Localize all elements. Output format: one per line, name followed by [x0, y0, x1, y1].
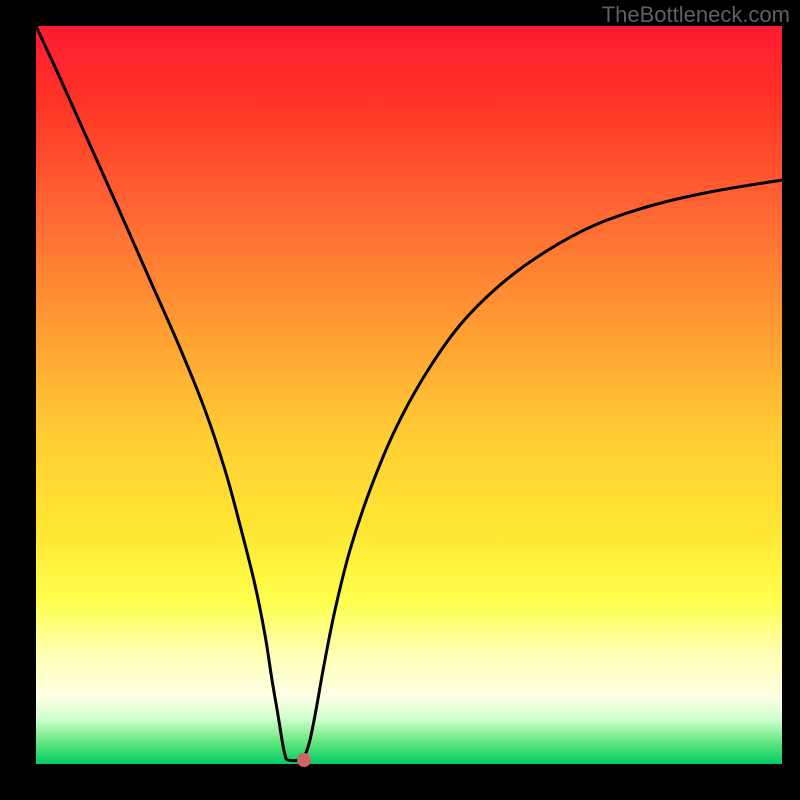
- plot-background: [36, 26, 782, 764]
- optimal-marker: [297, 753, 311, 767]
- watermark-text: TheBottleneck.com: [602, 2, 790, 28]
- bottleneck-chart: [0, 0, 800, 800]
- chart-container: TheBottleneck.com: [0, 0, 800, 800]
